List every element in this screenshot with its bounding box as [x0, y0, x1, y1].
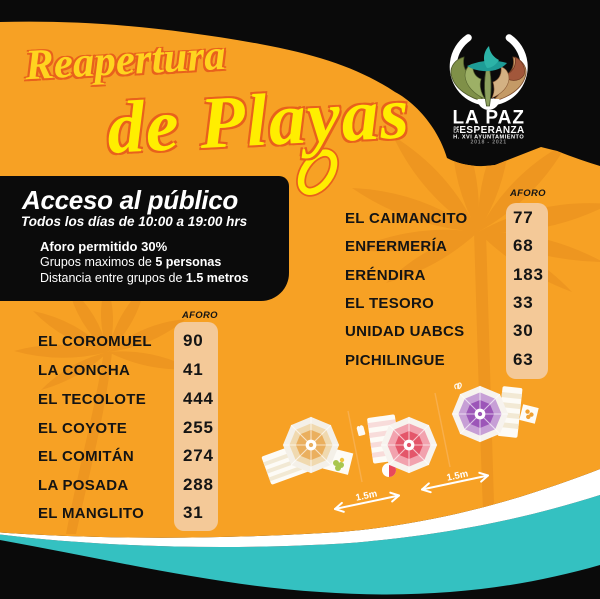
- svg-text:1.5m: 1.5m: [446, 468, 469, 483]
- svg-text:2018 - 2021: 2018 - 2021: [470, 140, 507, 146]
- svg-text:LA PAZ: LA PAZ: [452, 108, 525, 129]
- svg-text:DE: DE: [454, 126, 460, 131]
- svg-text:LA: LA: [454, 129, 460, 134]
- svg-text:H. XVI AYUNTAMIENTO: H. XVI AYUNTAMIENTO: [453, 135, 524, 141]
- svg-text:1.5m: 1.5m: [355, 488, 378, 503]
- svg-text:ESPERANZA: ESPERANZA: [459, 125, 524, 136]
